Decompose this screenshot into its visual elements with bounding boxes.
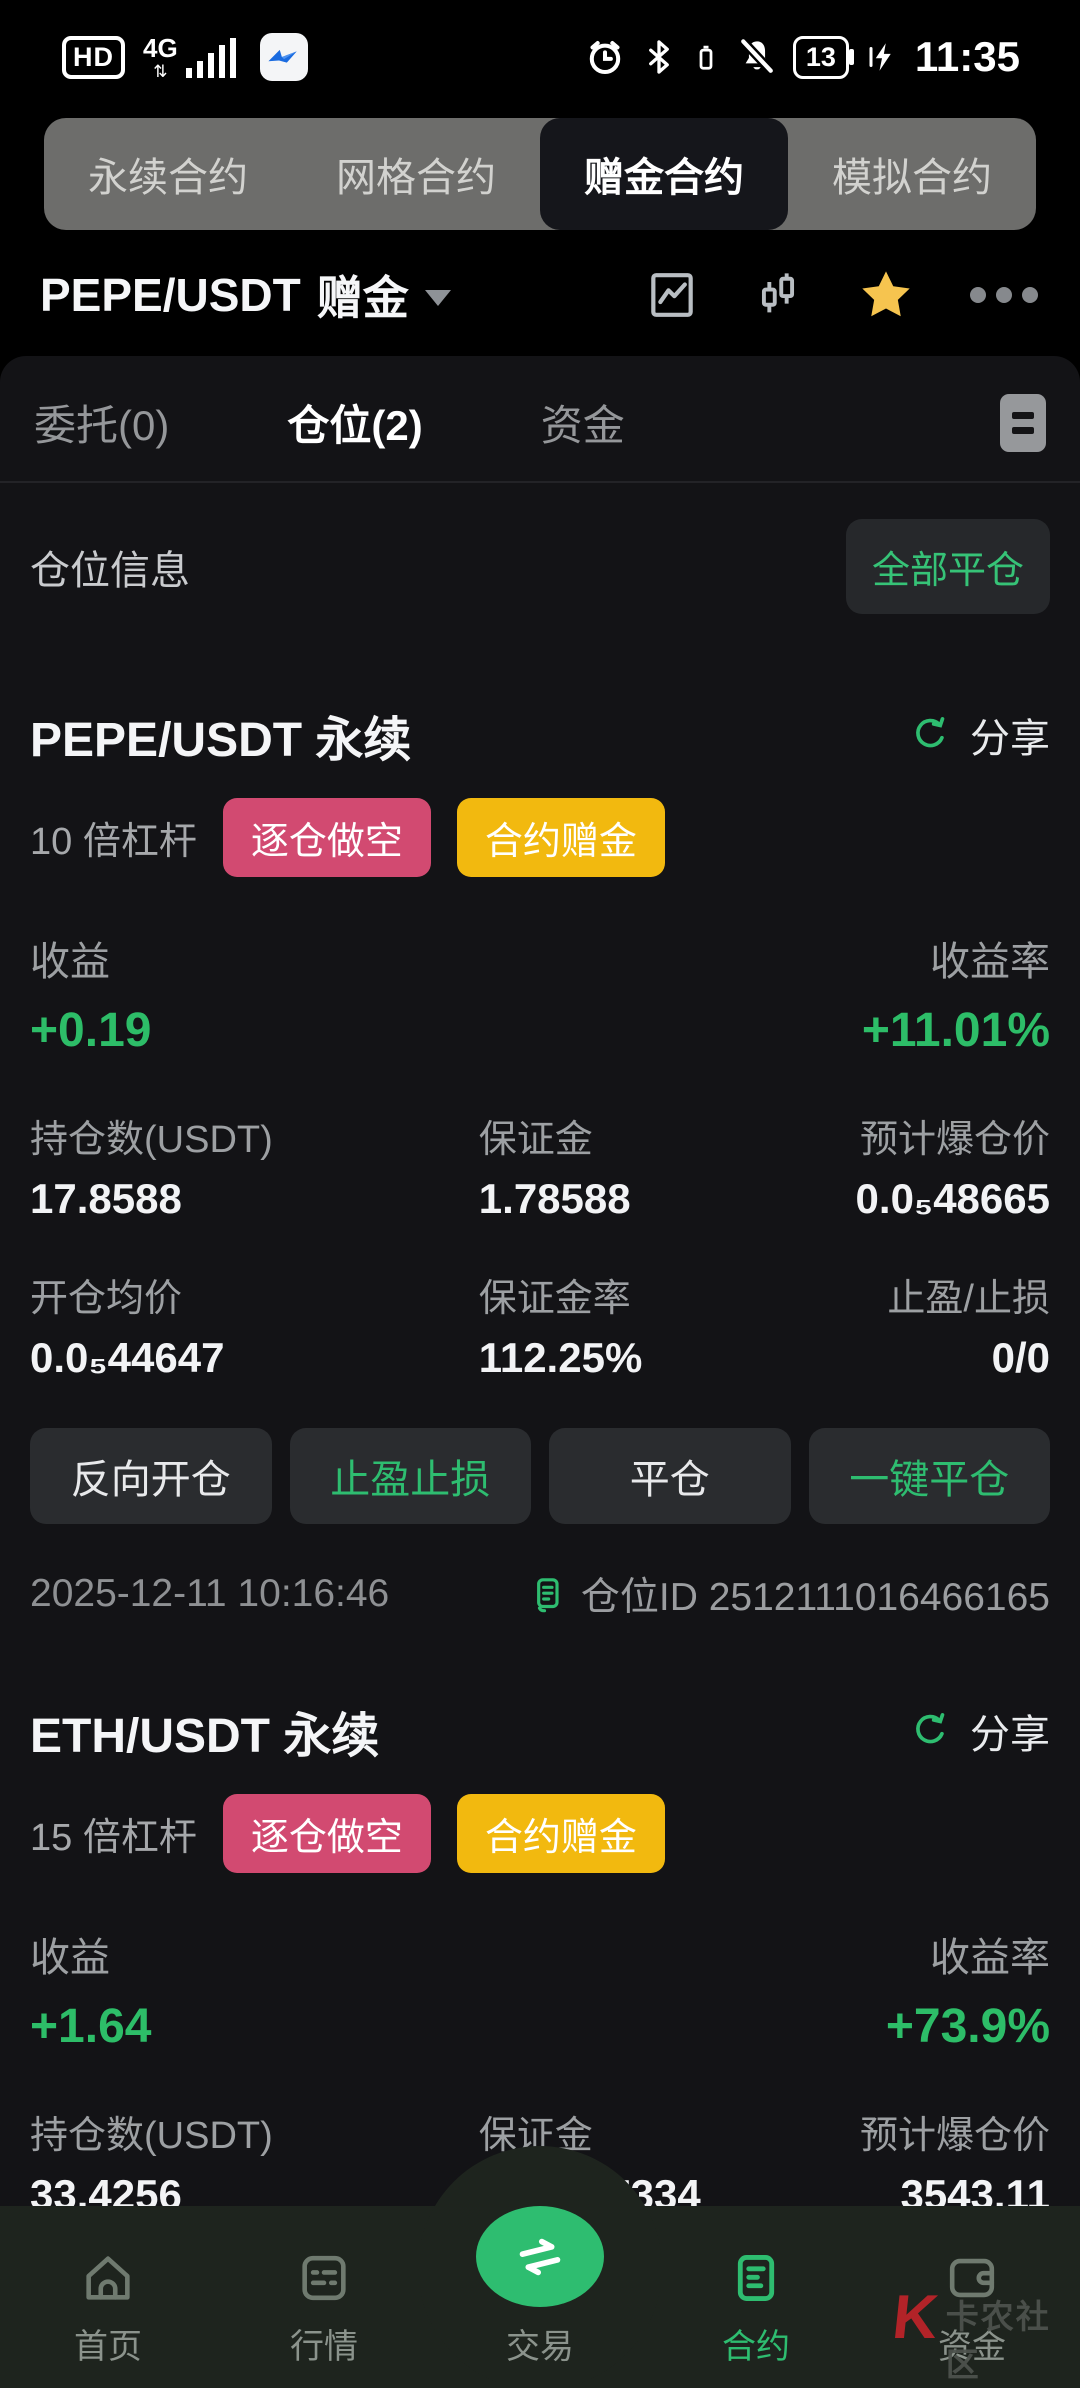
share-button[interactable]: 分享 bbox=[908, 706, 1050, 764]
hd-badge: HD bbox=[62, 35, 125, 79]
position-card-pepe: PEPE/USDT 永续 分享 10 倍杠杆 逐仓做空 合约赠金 收益 收益率 bbox=[30, 700, 1050, 1622]
alarm-icon bbox=[589, 41, 621, 75]
contract-bonus-badge: 合约赠金 bbox=[456, 1794, 665, 1873]
section-tabs: 委托(0) 仓位(2) 资金 bbox=[30, 356, 1050, 481]
leverage-label: 15 倍杠杆 bbox=[30, 1817, 197, 1859]
charging-bolt-icon bbox=[869, 43, 891, 71]
nav-contracts[interactable]: 合约 bbox=[648, 2206, 864, 2388]
pnl-value: +1.64 bbox=[30, 2000, 152, 2053]
pair-header: PEPE/USDT 赠金 bbox=[40, 262, 1040, 328]
messenger-app-icon bbox=[259, 33, 308, 81]
close-all-button[interactable]: 全部平仓 bbox=[845, 519, 1050, 614]
leverage-label: 10 倍杠杆 bbox=[30, 821, 197, 863]
candlestick-icon bbox=[761, 273, 795, 313]
tab-grid-contracts[interactable]: 网格合约 bbox=[336, 156, 496, 200]
field-tp-sl: 止盈/止损 0/0 bbox=[887, 1278, 1050, 1381]
line-chart-icon bbox=[651, 273, 693, 317]
trade-button[interactable] bbox=[476, 2206, 604, 2307]
position-id-group[interactable]: 仓位ID 2512111016466165 bbox=[527, 1566, 1050, 1622]
contracts-icon bbox=[737, 2255, 775, 2301]
candlestick-chart-button[interactable] bbox=[752, 267, 804, 323]
list-view-toggle-icon[interactable] bbox=[1000, 393, 1046, 452]
tab-demo-contracts[interactable]: 模拟合约 bbox=[832, 156, 992, 200]
bell-off-icon bbox=[739, 38, 774, 74]
positions-info-header: 仓位信息 全部平仓 bbox=[30, 519, 1050, 614]
pnl-rate-label: 收益率 bbox=[930, 940, 1050, 984]
position-id-text: 仓位ID 2512111016466165 bbox=[580, 1576, 1050, 1619]
battery-level-indicator: 13 bbox=[792, 35, 849, 79]
pnl-label: 收益 bbox=[30, 940, 110, 984]
header-actions bbox=[644, 266, 1040, 324]
network-type-label: 4G bbox=[143, 32, 178, 63]
field-entry-price: 开仓均价 0.0₅44647 bbox=[30, 1278, 225, 1381]
positions-panel: 委托(0) 仓位(2) 资金 仓位信息 全部平仓 PEPE/USDT 永续 分享 bbox=[0, 356, 1080, 2316]
share-label: 分享 bbox=[970, 717, 1050, 761]
pnl-rate-label: 收益率 bbox=[930, 1936, 1050, 1980]
position-symbol: PEPE/USDT 永续 bbox=[30, 714, 412, 767]
contract-bonus-badge: 合约赠金 bbox=[456, 798, 665, 877]
field-position-size: 持仓数(USDT) 17.8588 bbox=[30, 1119, 273, 1222]
position-symbol: ETH/USDT 永续 bbox=[30, 1710, 380, 1763]
pair-name: PEPE/USDT bbox=[40, 269, 301, 321]
pnl-label: 收益 bbox=[30, 1936, 110, 1980]
status-bar: HD 4G ⇅ bbox=[0, 0, 1080, 104]
field-liq-price: 预计爆仓价 0.0₅48665 bbox=[855, 1119, 1050, 1222]
star-icon bbox=[862, 271, 910, 317]
home-icon bbox=[86, 2256, 130, 2300]
nav-home[interactable]: 首页 bbox=[0, 2206, 216, 2388]
pair-selector[interactable]: PEPE/USDT 赠金 bbox=[40, 262, 451, 328]
pair-mode-label: 赠金 bbox=[316, 272, 409, 324]
pnl-rate-value: +11.01% bbox=[861, 1004, 1050, 1057]
field-liq-price: 预计爆仓价 3543.11 bbox=[859, 2115, 1050, 2218]
signal-bars-icon bbox=[185, 37, 236, 78]
isolated-short-badge: 逐仓做空 bbox=[222, 1794, 431, 1873]
copy-document-icon bbox=[536, 1578, 559, 1613]
close-position-button[interactable]: 平仓 bbox=[549, 1428, 791, 1524]
position-open-time: 2025-12-11 10:16:46 bbox=[30, 1572, 390, 1615]
bluetooth-icon bbox=[648, 40, 669, 74]
chevron-down-icon bbox=[424, 290, 451, 306]
isolated-short-badge: 逐仓做空 bbox=[222, 798, 431, 877]
positions-info-title: 仓位信息 bbox=[30, 548, 190, 593]
clock-time: 11:35 bbox=[914, 33, 1020, 80]
one-click-close-button[interactable]: 一键平仓 bbox=[808, 1428, 1050, 1524]
share-refresh-icon bbox=[916, 1713, 945, 1744]
nav-markets[interactable]: 行情 bbox=[216, 2206, 432, 2388]
status-right-group: 13 11:35 bbox=[583, 33, 1020, 81]
field-margin-rate: 保证金率 112.25% bbox=[478, 1278, 643, 1381]
tp-sl-button[interactable]: 止盈止损 bbox=[289, 1428, 531, 1524]
share-refresh-icon bbox=[916, 717, 945, 748]
bottom-nav: 首页 行情 交易 bbox=[0, 2146, 1080, 2388]
tab-funds[interactable]: 资金 bbox=[540, 402, 625, 449]
line-chart-button[interactable] bbox=[644, 267, 700, 323]
pnl-rate-value: +73.9% bbox=[885, 2000, 1050, 2053]
favorite-star-button[interactable] bbox=[856, 266, 916, 324]
pnl-value: +0.19 bbox=[30, 1004, 152, 1057]
share-button[interactable]: 分享 bbox=[908, 1702, 1050, 1760]
field-margin: 保证金 1.78588 bbox=[478, 1119, 631, 1222]
nav-trade[interactable]: 交易 bbox=[432, 2206, 648, 2388]
swap-arrows-icon bbox=[519, 2238, 561, 2275]
share-label: 分享 bbox=[970, 1713, 1050, 1757]
tab-positions[interactable]: 仓位(2) bbox=[287, 402, 423, 449]
tab-bonus-contracts[interactable]: 赠金合约 bbox=[540, 118, 788, 230]
ellipsis-icon bbox=[970, 287, 1038, 303]
markets-icon bbox=[302, 2255, 346, 2301]
tab-orders[interactable]: 委托(0) bbox=[34, 402, 170, 449]
network-indicator: 4G ⇅ bbox=[143, 35, 236, 80]
reverse-position-button[interactable]: 反向开仓 bbox=[30, 1428, 272, 1524]
data-arrows-icon: ⇅ bbox=[153, 61, 168, 81]
wallet-icon bbox=[949, 2258, 995, 2298]
status-left-group: HD 4G ⇅ bbox=[62, 33, 308, 81]
field-position-size: 持仓数(USDT) 33.4256 bbox=[30, 2115, 273, 2218]
battery-vertical-icon bbox=[699, 45, 713, 70]
more-options-button[interactable] bbox=[968, 285, 1040, 305]
nav-assets[interactable]: 资金 bbox=[864, 2206, 1080, 2388]
tab-perpetual-contracts[interactable]: 永续合约 bbox=[88, 156, 248, 200]
divider bbox=[0, 481, 1080, 483]
contract-type-tabs: 永续合约 网格合约 赠金合约 模拟合约 bbox=[44, 118, 1036, 230]
